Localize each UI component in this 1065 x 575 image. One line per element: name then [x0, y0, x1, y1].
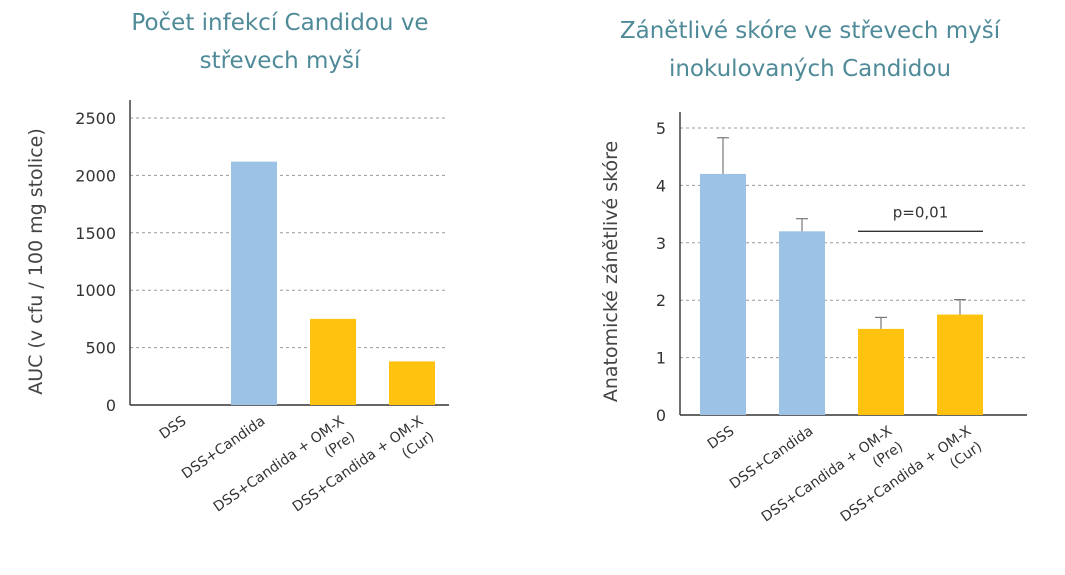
x-category-label-line: DSS+Candida + OM-X: [838, 423, 975, 525]
x-category-label-line: DSS+Candida + OM-X: [290, 413, 427, 515]
bar: [779, 231, 825, 415]
chart-title: Zánětlivé skóre ve střevech myší inokulo…: [575, 12, 1045, 88]
x-category-label: DSS: [705, 423, 738, 453]
y-tick-label: 1000: [75, 281, 116, 300]
x-category-label-line: DSS: [705, 423, 738, 453]
chart-title-line-2: střevech myší: [199, 48, 361, 74]
y-tick-label: 4: [656, 176, 666, 195]
bar: [937, 314, 983, 415]
y-tick-label: 1: [656, 349, 666, 368]
y-tick-label: 2: [656, 291, 666, 310]
y-tick-label: 2500: [75, 109, 116, 128]
chart-panel-inflammation-score: Zánětlivé skóre ve střevech myší inokulo…: [535, 0, 1065, 575]
chart-title: Počet infekcí Candidou ve střevech myší: [60, 4, 500, 80]
y-tick-label: 0: [106, 396, 116, 415]
chart-title-line-2: inokulovaných Candidou: [668, 56, 952, 82]
chart-title-line-1: Počet infekcí Candidou ve: [131, 10, 429, 36]
x-category-label-line: DSS+Candida + OM-X: [759, 423, 896, 525]
y-tick-label: 2000: [75, 166, 116, 185]
bar: [231, 161, 277, 405]
y-tick-label: 3: [656, 234, 666, 253]
x-category-label-line: DSS+Candida + OM-X: [211, 413, 348, 515]
x-category-label: DSS: [157, 413, 190, 443]
y-tick-label: 5: [656, 119, 666, 138]
y-axis-title: AUC (v cfu / 100 mg stolice): [25, 128, 47, 395]
bar: [858, 328, 904, 415]
y-axis-title: Anatomické zánětlivé skóre: [600, 141, 622, 402]
bar-chart-infection-count: 05001000150020002500DSSDSS+CandidaDSS+Ca…: [25, 100, 449, 515]
significance-label: p=0,01: [893, 203, 949, 221]
y-tick-label: 0: [656, 406, 666, 425]
chart-panel-infection-count: Počet infekcí Candidou ve střevech myší …: [25, 4, 500, 515]
bar: [389, 361, 435, 405]
bar: [700, 173, 746, 415]
y-tick-label: 500: [85, 339, 116, 358]
y-tick-label: 1500: [75, 224, 116, 243]
x-category-label-line: DSS: [157, 413, 190, 443]
bar: [310, 318, 356, 405]
chart-title-line-1: Zánětlivé skóre ve střevech myší: [619, 18, 1001, 44]
